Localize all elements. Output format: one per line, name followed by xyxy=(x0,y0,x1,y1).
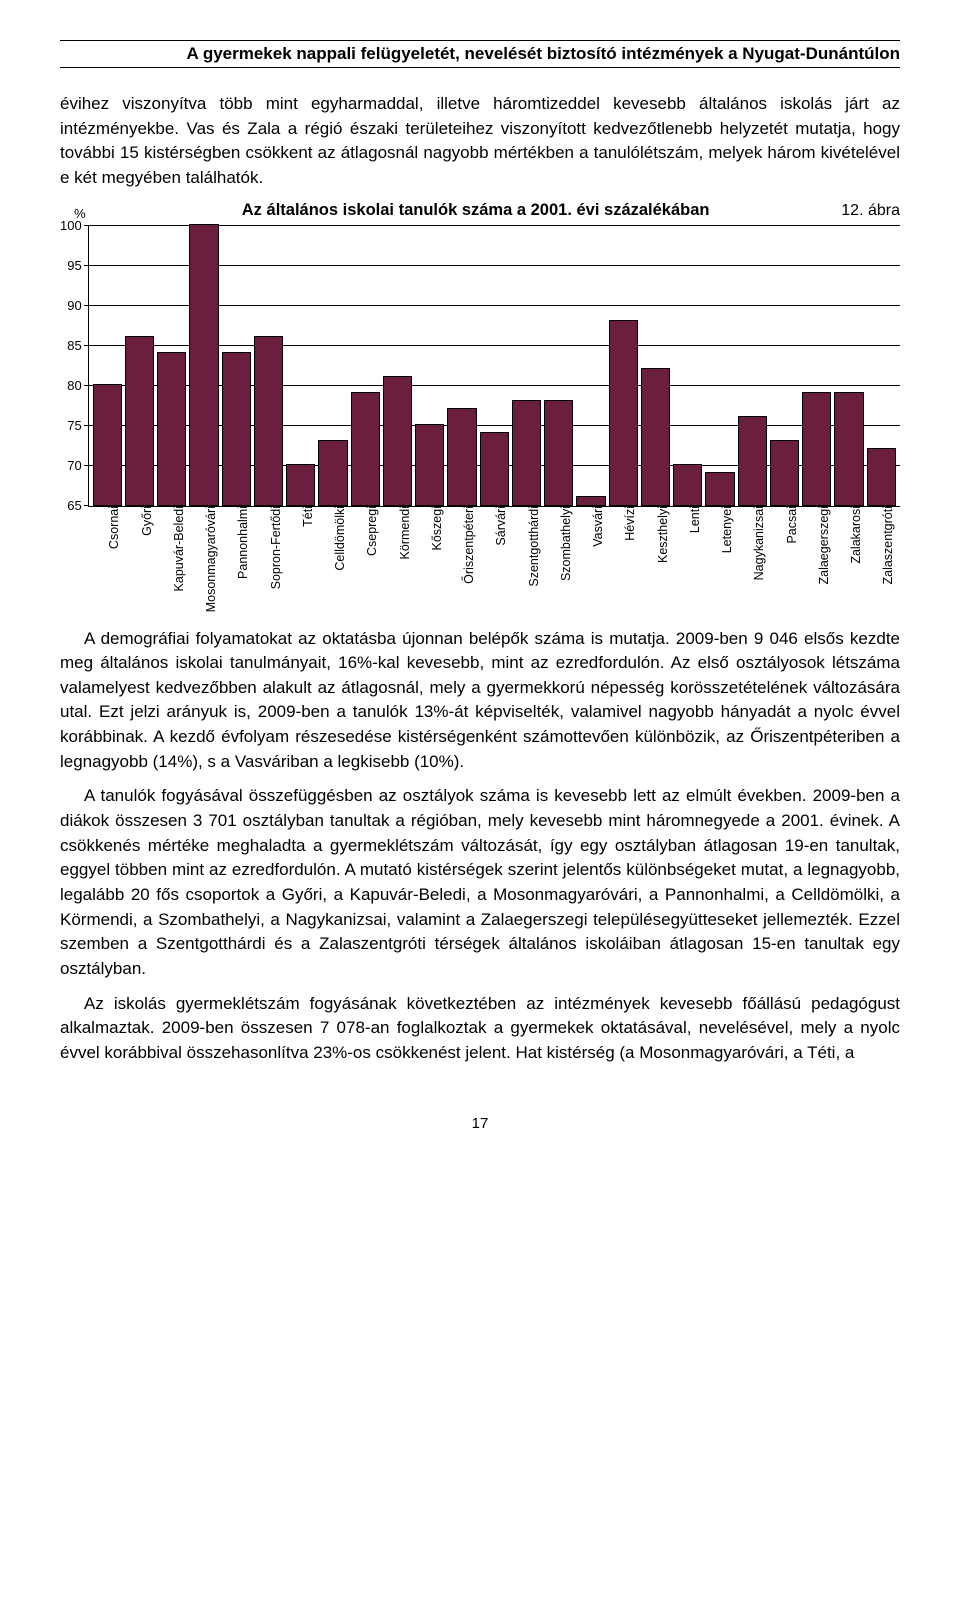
bar xyxy=(286,464,315,506)
bar-slot: Győri xyxy=(125,226,154,506)
bar-slot: Keszthelyi xyxy=(641,226,670,506)
y-tick-mark xyxy=(84,225,89,226)
bar-slot: Zalaszentgróti xyxy=(867,226,896,506)
bar-slot: Szentgotthárdi xyxy=(512,226,541,506)
x-tick-label: Csornai xyxy=(101,506,121,549)
bar xyxy=(641,368,670,506)
bar xyxy=(738,416,767,506)
bar xyxy=(512,400,541,506)
bar-chart: % 10095908580757065 CsornaiGyőriKapuvár-… xyxy=(60,226,900,507)
bar-slot: Csepregi xyxy=(351,226,380,506)
bar xyxy=(415,424,444,506)
x-tick-label: Szentgotthárdi xyxy=(521,506,541,587)
page-number: 17 xyxy=(60,1115,900,1132)
bar-slot: Csornai xyxy=(93,226,122,506)
x-tick-label: Zalakarosi xyxy=(843,506,863,564)
bar xyxy=(609,320,638,506)
bar xyxy=(673,464,702,506)
bar xyxy=(834,392,863,506)
x-tick-label: Zalaszentgróti xyxy=(875,506,895,585)
x-tick-label: Téti xyxy=(295,506,315,527)
chart-caption: Az általános iskolai tanulók száma a 200… xyxy=(120,201,831,220)
x-tick-label: Nagykanizsai xyxy=(746,506,766,580)
x-tick-label: Mosonmagyaróvári xyxy=(198,506,218,612)
bar-slot: Őriszentpéteri xyxy=(447,226,476,506)
x-tick-label: Vasvári xyxy=(585,506,605,547)
bar-slot: Pacsai xyxy=(770,226,799,506)
bar xyxy=(705,472,734,506)
x-tick-label: Lenti xyxy=(682,506,702,533)
bar xyxy=(867,448,896,506)
bar-slot: Sopron-Fertődi xyxy=(254,226,283,506)
paragraph-1: évihez viszonyítva több mint egyharmadda… xyxy=(60,92,900,191)
bar-slot: Celldömölki xyxy=(318,226,347,506)
paragraph-4: Az iskolás gyermeklétszám fogyásának köv… xyxy=(60,992,900,1066)
x-tick-label: Pacsai xyxy=(779,506,799,544)
y-tick-mark xyxy=(84,425,89,426)
bar-slot: Szombathelyi xyxy=(544,226,573,506)
x-tick-label: Sárvári xyxy=(488,506,508,546)
x-tick-label: Körmendi xyxy=(392,506,412,560)
y-tick-mark xyxy=(84,265,89,266)
bar-slot: Zalakarosi xyxy=(834,226,863,506)
bar-slot: Pannonhalmi xyxy=(222,226,251,506)
bar xyxy=(802,392,831,506)
x-tick-label: Celldömölki xyxy=(327,506,347,571)
y-axis: % 10095908580757065 xyxy=(60,226,88,506)
y-tick-mark xyxy=(84,505,89,506)
bar-slot: Kapuvár-Beledi xyxy=(157,226,186,506)
y-tick-mark xyxy=(84,385,89,386)
x-tick-label: Őriszentpéteri xyxy=(456,506,476,584)
x-tick-label: Pannonhalmi xyxy=(230,506,250,579)
y-tick-mark xyxy=(84,465,89,466)
x-tick-label: Kőszegi xyxy=(424,506,444,550)
bar-slot: Sárvári xyxy=(480,226,509,506)
bar-slot: Körmendi xyxy=(383,226,412,506)
y-tick-mark xyxy=(84,305,89,306)
x-tick-label: Letenyei xyxy=(714,506,734,553)
x-tick-label: Keszthelyi xyxy=(650,506,670,563)
bar xyxy=(576,496,605,506)
bar xyxy=(447,408,476,506)
x-tick-label: Szombathelyi xyxy=(553,506,573,581)
x-tick-label: Sopron-Fertődi xyxy=(263,506,283,589)
bar xyxy=(189,224,218,506)
bar xyxy=(383,376,412,506)
bar xyxy=(254,336,283,506)
bar xyxy=(222,352,251,506)
bar xyxy=(318,440,347,506)
y-tick-mark xyxy=(84,345,89,346)
figure-label: 12. ábra xyxy=(831,202,900,220)
x-tick-label: Csepregi xyxy=(359,506,379,556)
bar xyxy=(351,392,380,506)
bar xyxy=(544,400,573,506)
paragraph-3: A tanulók fogyásával összefüggésben az o… xyxy=(60,784,900,981)
bar xyxy=(125,336,154,506)
bar-slot: Letenyei xyxy=(705,226,734,506)
x-tick-label: Zalaegerszegi xyxy=(811,506,831,585)
bar-slot: Vasvári xyxy=(576,226,605,506)
bar-slot: Mosonmagyaróvári xyxy=(189,226,218,506)
bar-slot: Lenti xyxy=(673,226,702,506)
header-title: A gyermekek nappali felügyeletét, nevelé… xyxy=(60,44,900,64)
paragraph-2: A demográfiai folyamatokat az oktatásba … xyxy=(60,627,900,775)
x-tick-label: Győri xyxy=(134,506,154,536)
bar xyxy=(93,384,122,506)
bar-slot: Kőszegi xyxy=(415,226,444,506)
bar xyxy=(770,440,799,506)
chart-caption-row: Az általános iskolai tanulók száma a 200… xyxy=(60,201,900,220)
page-header: A gyermekek nappali felügyeletét, nevelé… xyxy=(60,40,900,68)
bar-slot: Zalaegerszegi xyxy=(802,226,831,506)
bar xyxy=(157,352,186,506)
x-tick-label: Hévízi xyxy=(617,506,637,541)
bar xyxy=(480,432,509,506)
bar-slot: Téti xyxy=(286,226,315,506)
bar-slot: Nagykanizsai xyxy=(738,226,767,506)
bar-slot: Hévízi xyxy=(609,226,638,506)
x-tick-label: Kapuvár-Beledi xyxy=(166,506,186,591)
chart-plot-area: CsornaiGyőriKapuvár-BelediMosonmagyaróvá… xyxy=(88,226,900,507)
